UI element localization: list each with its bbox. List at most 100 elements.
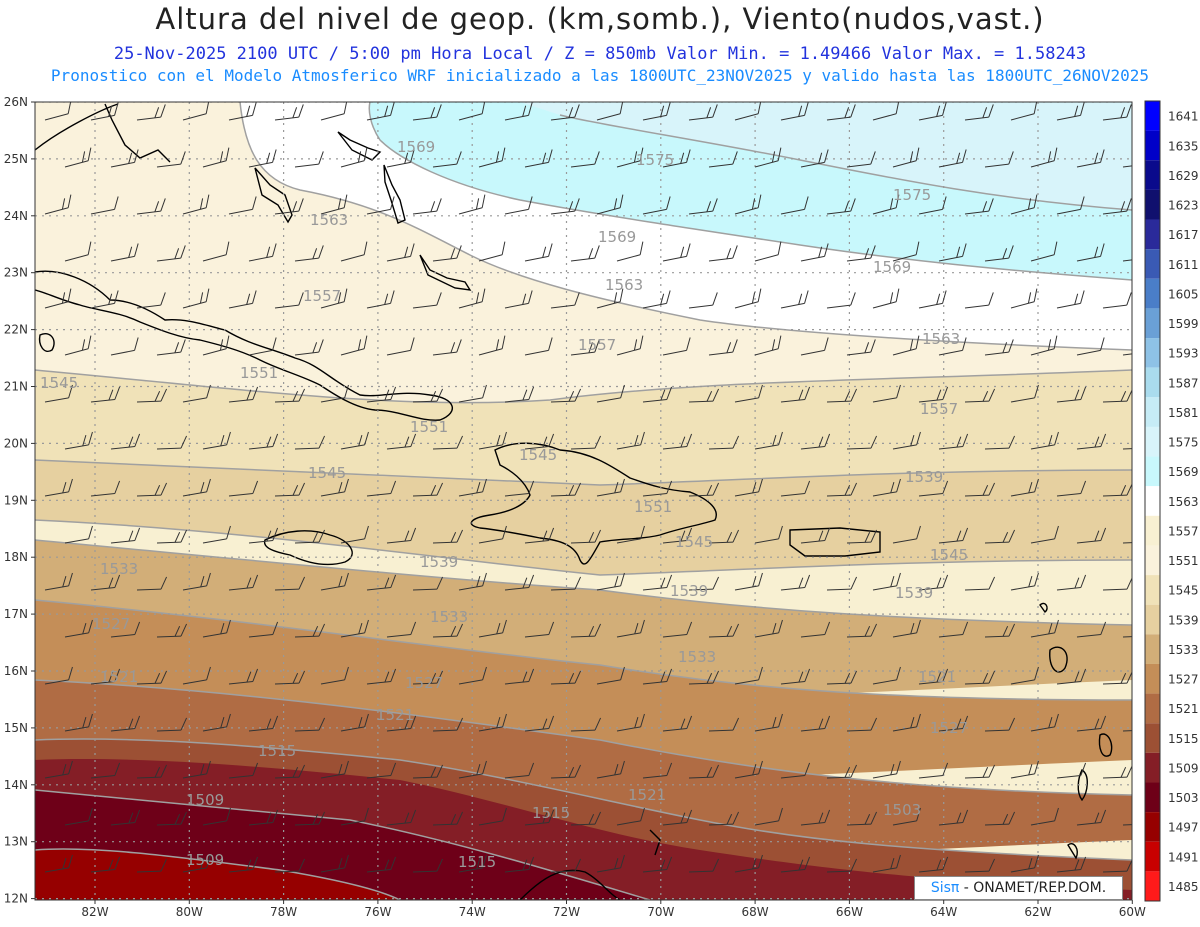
wind-barb xyxy=(754,335,782,356)
wind-barb xyxy=(386,433,417,450)
contour-label: 1569 xyxy=(598,228,636,246)
wind-barb xyxy=(892,431,921,450)
wind-barb xyxy=(918,574,949,591)
wind-barb xyxy=(90,196,119,215)
wind-barb xyxy=(826,292,856,309)
wind-barb xyxy=(90,102,119,121)
lat-tick-label: 23N xyxy=(4,266,28,280)
wind-barb xyxy=(366,574,397,591)
contour-label: 1527 xyxy=(405,674,443,692)
wind-barb xyxy=(938,621,969,638)
wind-barb xyxy=(984,245,1014,262)
wind-barb xyxy=(642,480,673,497)
colorbar: 1641 1635 1629 1623 1617 1611 1605 1599 1593 1587… xyxy=(1144,100,1199,902)
wind-barb xyxy=(156,623,188,638)
wind-barb xyxy=(156,151,186,168)
wind-barb xyxy=(248,621,279,638)
colorbar-label: 1491 xyxy=(1168,850,1199,864)
contour-line xyxy=(35,539,1132,626)
wind-barb xyxy=(432,811,464,826)
wind-barb xyxy=(550,292,580,309)
axis-labels: 82W 80W 78W 76W 74W 72W 70W 68W 66W 64W 62W 60W 26N 2… xyxy=(4,95,1146,919)
wind-barb xyxy=(984,435,1016,450)
contour-line xyxy=(35,599,1132,701)
wind-barb xyxy=(340,335,368,356)
wind-barb xyxy=(688,482,720,497)
wind-barb xyxy=(90,668,121,685)
wind-barb xyxy=(386,621,417,638)
wind-barb xyxy=(826,388,858,403)
colorbar-label: 1539 xyxy=(1168,613,1199,627)
colorbar-swatch xyxy=(1145,456,1160,487)
wind-barb xyxy=(478,335,506,356)
wind-barb xyxy=(1030,807,1059,826)
band-1521 xyxy=(35,680,1132,860)
wind-barb xyxy=(228,762,259,779)
wind-barb xyxy=(44,760,73,779)
wind-barb xyxy=(294,245,324,262)
wind-barb xyxy=(156,339,186,356)
wind-barb xyxy=(182,102,210,121)
wind-barb xyxy=(90,574,121,591)
wind-barb xyxy=(872,572,901,591)
wind-barb xyxy=(110,433,141,450)
wind-barb xyxy=(340,713,369,732)
wind-barb xyxy=(872,194,900,215)
wind-barb xyxy=(1030,525,1059,544)
contour-label: 1533 xyxy=(430,608,468,626)
colorbar-swatch xyxy=(1145,782,1160,813)
sispi-logo: Sisπ xyxy=(930,880,960,896)
wind-barb xyxy=(892,807,921,826)
colorbar-swatch xyxy=(1145,189,1160,220)
wind-barb xyxy=(938,337,967,356)
wind-barb xyxy=(892,335,920,356)
map-title: Altura del nivel de geop. (km,somb.), Vi… xyxy=(155,2,1045,36)
wind-barb xyxy=(846,151,876,168)
contour-label: 1545 xyxy=(308,464,346,482)
wind-barb xyxy=(44,194,72,215)
wind-barb xyxy=(274,482,306,497)
wind-barb xyxy=(596,102,624,121)
wind-barb xyxy=(754,431,783,450)
wind-barb xyxy=(274,764,306,779)
wind-barb xyxy=(596,666,625,685)
wind-barb xyxy=(458,572,487,591)
wind-barb xyxy=(734,102,762,121)
wind-barb xyxy=(366,290,395,309)
wind-barb xyxy=(504,574,535,591)
wind-barb xyxy=(708,435,740,450)
wind-barb xyxy=(938,433,969,450)
wind-barb xyxy=(642,762,673,779)
wind-barb xyxy=(1056,762,1087,779)
wind-barb xyxy=(182,194,210,215)
wind-barb xyxy=(458,478,487,497)
wind-barb xyxy=(44,288,72,309)
wind-barb xyxy=(800,149,829,168)
wind-barb xyxy=(274,670,306,685)
lon-tick-label: 68W xyxy=(742,905,769,919)
wind-barb xyxy=(136,482,168,497)
contour-label: 1545 xyxy=(930,546,968,564)
wind-barb xyxy=(524,715,555,732)
wind-barb xyxy=(320,572,349,591)
colorbar-label: 1545 xyxy=(1168,584,1199,598)
lat-tick-label: 15N xyxy=(4,721,28,735)
wind-barb xyxy=(662,337,691,356)
wind-barb xyxy=(1010,760,1039,779)
wind-barb xyxy=(918,386,949,403)
contour-label: 1533 xyxy=(678,648,716,666)
wind-barb xyxy=(274,576,306,591)
wind-barb xyxy=(872,288,900,309)
wind-barb xyxy=(182,854,211,873)
wind-barb xyxy=(1010,854,1039,873)
contour-label: 1533 xyxy=(100,560,138,578)
colorbar-label: 1563 xyxy=(1168,495,1199,509)
wind-barb xyxy=(964,198,994,215)
wind-barb xyxy=(1030,713,1059,732)
colorbar-label: 1581 xyxy=(1168,406,1199,420)
wind-barb xyxy=(478,525,507,544)
wind-barb xyxy=(642,386,673,403)
wind-barb xyxy=(248,433,279,450)
wind-barb xyxy=(504,196,533,215)
contour-label: 1539 xyxy=(670,582,708,600)
